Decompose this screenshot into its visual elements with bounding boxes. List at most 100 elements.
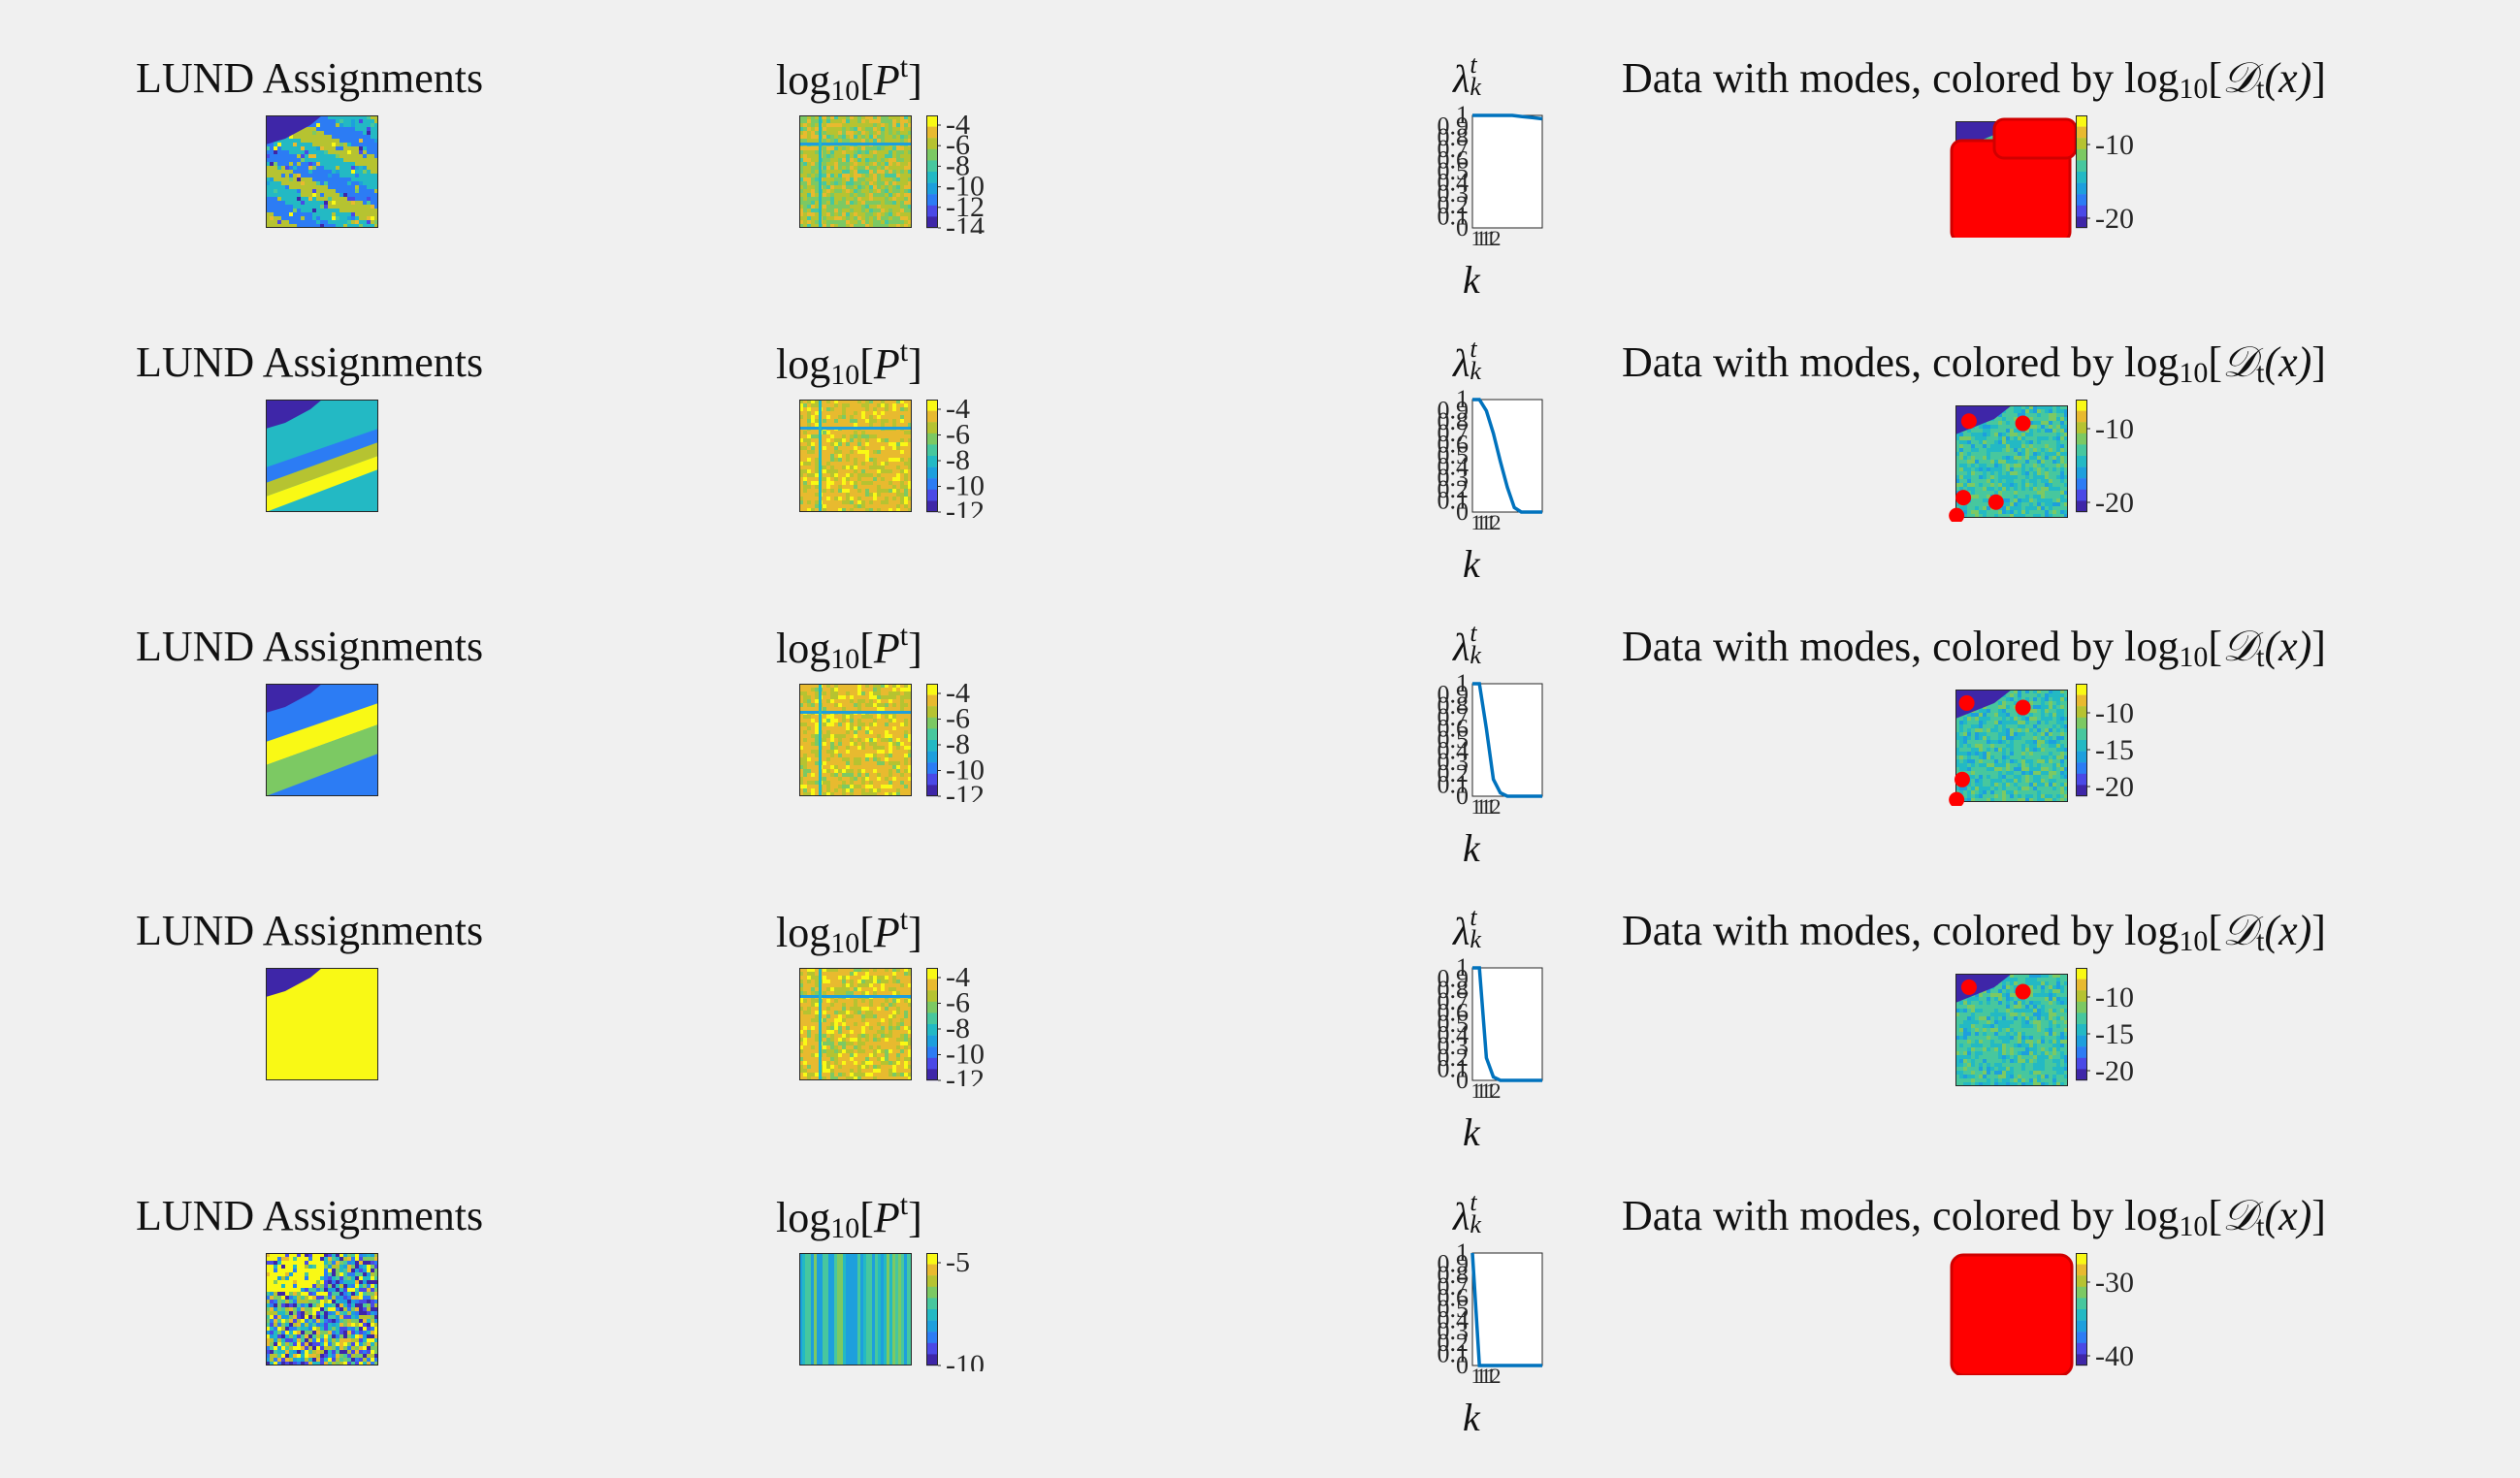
heatmap-cell xyxy=(873,458,877,462)
heatmap-cell xyxy=(896,166,900,170)
heatmap-cell xyxy=(842,730,846,734)
heatmap-cell xyxy=(896,746,900,750)
assignment-cell xyxy=(305,162,308,166)
density-cell xyxy=(1955,444,1959,448)
heatmap-cell xyxy=(908,127,912,131)
density-cell xyxy=(2010,471,2014,475)
assignment-cell xyxy=(367,131,371,135)
heatmap-cell xyxy=(815,400,819,403)
heatmap-cell xyxy=(888,473,892,477)
heatmap-cell xyxy=(815,473,819,477)
heatmap-cell xyxy=(834,119,838,123)
heatmap-cell xyxy=(881,757,885,761)
heatmap-cell xyxy=(888,450,892,454)
heatmap-cell xyxy=(850,715,854,719)
density-cell xyxy=(2064,429,2068,433)
heatmap-cell xyxy=(850,734,854,738)
heatmap-cell xyxy=(861,466,865,469)
assignment-cell xyxy=(374,185,378,189)
density-cell xyxy=(2033,514,2037,518)
heatmap-cell xyxy=(850,462,854,466)
heatmap-cell xyxy=(873,715,877,719)
heatmap-cell xyxy=(892,481,896,485)
heatmap-cell xyxy=(799,403,803,407)
heatmap-cell xyxy=(834,209,838,212)
assignment-cell xyxy=(324,127,328,131)
heatmap-cell xyxy=(830,115,834,119)
assignment-cell xyxy=(270,174,274,177)
density-cell xyxy=(1975,452,1979,456)
heatmap-cell xyxy=(807,411,811,415)
heatmap-cell xyxy=(904,419,908,423)
heatmap-cell xyxy=(861,115,865,119)
heatmap-cell xyxy=(846,205,850,209)
heatmap-cell xyxy=(842,703,846,707)
heatmap-cell xyxy=(857,415,861,419)
density-cell xyxy=(1983,495,1987,498)
assignment-cell xyxy=(343,139,347,143)
heatmap-cell xyxy=(896,754,900,757)
heatmap-cell xyxy=(877,446,881,450)
heatmap-cell xyxy=(896,469,900,473)
assignment-cell xyxy=(336,146,339,150)
assignment-cell xyxy=(289,212,293,216)
assignment-cell xyxy=(351,189,355,193)
heatmap-cell xyxy=(846,726,850,730)
heatmap-cell xyxy=(900,754,904,757)
assignment-cell xyxy=(266,193,270,197)
heatmap-cell xyxy=(865,489,869,493)
heatmap-cell xyxy=(908,442,912,446)
density-cell xyxy=(2064,479,2068,483)
heatmap-cell xyxy=(865,684,869,688)
density-cell xyxy=(2049,425,2052,429)
assignment-cell xyxy=(301,197,305,201)
heatmap-cell xyxy=(807,446,811,450)
assignment-cell xyxy=(320,174,324,177)
assignment-cell xyxy=(367,135,371,139)
heatmap-cell xyxy=(873,419,877,423)
heatmap-cell xyxy=(799,197,803,201)
heatmap-cell xyxy=(834,746,838,750)
y-tick-label: 0.1 xyxy=(1438,486,1470,514)
title-data-text: Data with modes, colored by log xyxy=(1622,623,2180,670)
assignment-cell xyxy=(324,139,328,143)
assignment-cell xyxy=(324,185,328,189)
heatmap-cell xyxy=(850,154,854,158)
heatmap-cell xyxy=(830,450,834,454)
density-cell xyxy=(2025,444,2029,448)
assignment-cell xyxy=(343,193,347,197)
heatmap-cell xyxy=(881,504,885,508)
heatmap-cell xyxy=(803,458,807,462)
heatmap-cell xyxy=(854,703,857,707)
density-cell xyxy=(1975,436,1979,440)
heatmap-cell xyxy=(803,135,807,139)
heatmap-cell xyxy=(896,174,900,177)
heatmap-cell xyxy=(815,458,819,462)
assignment-cell xyxy=(274,189,277,193)
density-cell xyxy=(2010,433,2014,436)
density-cell xyxy=(2060,495,2064,498)
heatmap-cell xyxy=(838,181,842,185)
heatmap-cell xyxy=(838,115,842,119)
heatmap-cell xyxy=(846,177,850,181)
heatmap-cell xyxy=(904,216,908,220)
assignment-region xyxy=(266,115,322,145)
density-cell xyxy=(1959,475,1963,479)
assignment-cell xyxy=(324,212,328,216)
assignment-cell xyxy=(367,150,371,154)
assignment-cell xyxy=(293,158,297,162)
heatmap-cell xyxy=(826,446,830,450)
density-cell xyxy=(2056,421,2060,425)
density-cell xyxy=(2021,452,2025,456)
heatmap-cell xyxy=(904,450,908,454)
assignment-cell xyxy=(308,197,312,201)
assignment-cell xyxy=(371,146,374,150)
density-cell xyxy=(1983,514,1987,518)
assignment-cell xyxy=(351,123,355,127)
assignment-cell xyxy=(374,212,378,216)
heatmap-cell xyxy=(807,742,811,746)
data-frame xyxy=(1955,405,2068,518)
assignment-cell xyxy=(266,205,270,209)
heatmap-cell xyxy=(850,699,854,703)
